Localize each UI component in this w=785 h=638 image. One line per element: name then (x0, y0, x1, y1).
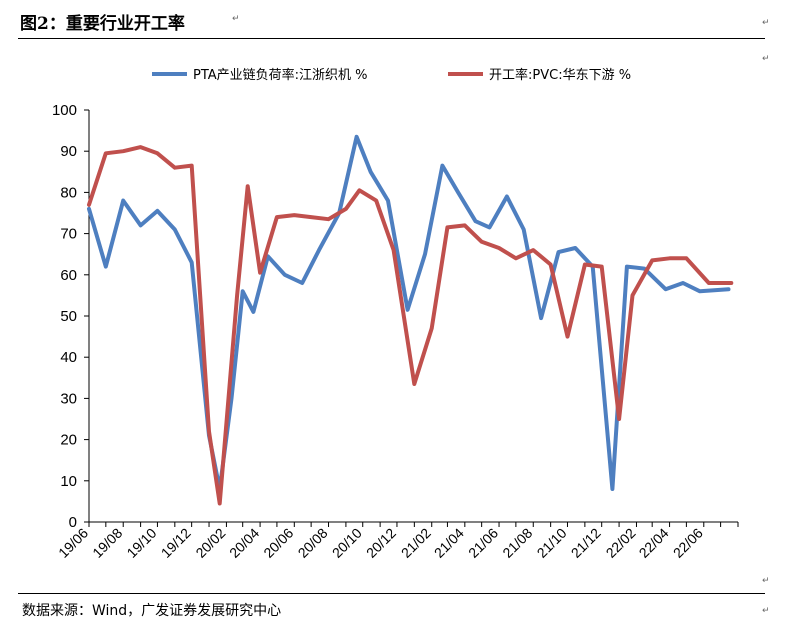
line-chart: PTA产业链负荷率:江浙织机 % 开工率:PVC:华东下游 % 0 10 20 30 40… (52, 67, 739, 561)
x-tick-label: 22/06 (670, 525, 706, 561)
y-tick-label: 30 (60, 390, 77, 407)
y-tick-label: 90 (60, 143, 77, 160)
legend-label-2: 开工率:PVC:华东下游 % (489, 67, 631, 83)
y-tick-label: 0 (69, 514, 77, 531)
plot-area (87, 134, 734, 506)
paragraph-mark: ↵ (762, 576, 770, 586)
x-tick-label: 19/12 (158, 525, 194, 561)
y-tick-label: 80 (60, 184, 77, 201)
x-tick-label: 20/04 (226, 525, 262, 561)
x-tick-label: 20/06 (260, 525, 296, 561)
chart-axes: 0 10 20 30 40 50 60 70 80 90 100 19/0619/0819/1019/… (52, 102, 739, 561)
x-tick-label: 19/06 (55, 525, 91, 561)
source-note: 数据来源：Wind，广发证券发展研究中心 (22, 603, 282, 619)
paragraph-mark: ↵ (762, 18, 770, 28)
y-tick-label: 40 (60, 349, 77, 366)
x-tick-label: 21/12 (568, 525, 604, 561)
y-tick-label: 10 (60, 473, 77, 490)
y-tick-label: 50 (60, 308, 77, 325)
paragraph-mark: ↵ (762, 54, 770, 64)
x-tick-label: 21/02 (398, 525, 434, 561)
x-tick-label: 21/10 (534, 525, 570, 561)
x-tick-label: 21/04 (431, 525, 467, 561)
title-rule (18, 38, 765, 39)
x-tick-label: 20/02 (192, 525, 228, 561)
x-tick-label: 22/02 (602, 525, 638, 561)
chart-legend: PTA产业链负荷率:江浙织机 % 开工率:PVC:华东下游 % (152, 67, 631, 83)
footer-rule (18, 593, 765, 594)
paragraph-mark: ↵ (232, 14, 240, 24)
y-tick-label: 70 (60, 226, 77, 243)
paragraph-mark: ↵ (762, 606, 770, 616)
x-tick-label: 20/12 (363, 525, 399, 561)
y-tick-label: 20 (60, 432, 77, 449)
x-tick-label: 19/08 (89, 525, 125, 561)
y-tick-label: 100 (52, 102, 77, 119)
x-tick-label: 19/10 (123, 525, 159, 561)
series-line-2 (87, 145, 734, 506)
x-tick-label: 21/06 (465, 525, 501, 561)
figure-title: 图2：重要行业开工率 (20, 14, 185, 34)
x-tick-label: 20/10 (329, 525, 365, 561)
legend-label-1: PTA产业链负荷率:江浙织机 % (193, 67, 368, 83)
x-tick-label: 21/08 (499, 525, 535, 561)
x-tick-label: 20/08 (295, 525, 331, 561)
x-tick-label: 22/04 (636, 525, 672, 561)
series-line-1 (87, 134, 731, 491)
y-tick-label: 60 (60, 267, 77, 284)
